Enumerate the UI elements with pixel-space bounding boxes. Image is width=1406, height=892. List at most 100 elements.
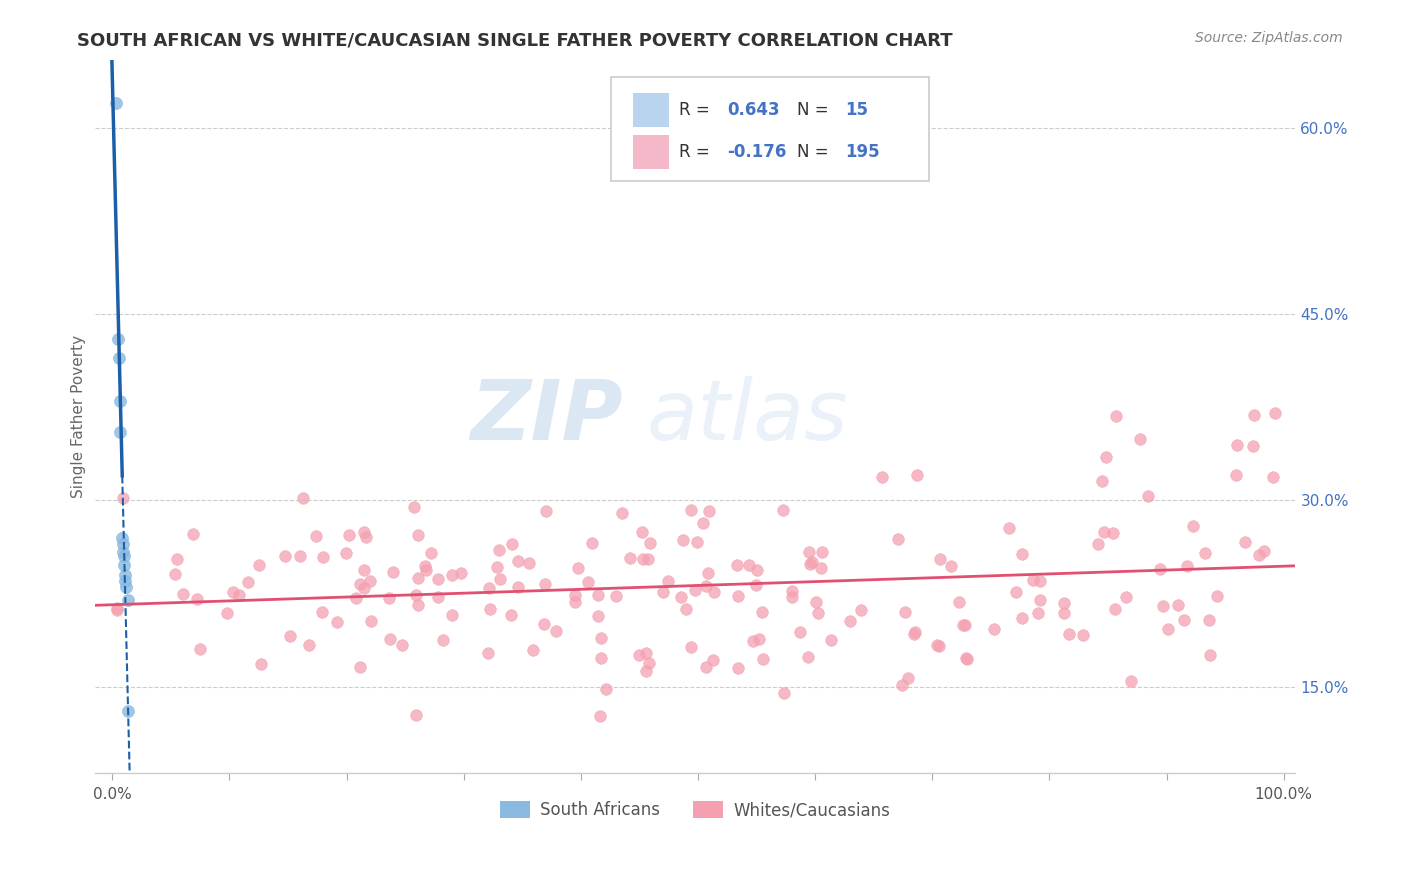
Point: [114, 574, 136, 588]
Point: [727, 589, 749, 603]
Point: [891, 677, 914, 691]
Point: [278, 629, 301, 643]
Point: [115, 580, 138, 594]
Point: [789, 625, 811, 640]
Point: [637, 657, 659, 671]
Point: [105, 601, 128, 615]
Bar: [633, 93, 669, 128]
Point: [1226, 438, 1249, 452]
Point: [619, 551, 641, 566]
Point: [702, 653, 724, 667]
Point: [752, 651, 775, 665]
Point: [172, 587, 194, 601]
Point: [533, 617, 555, 632]
Point: [1091, 474, 1114, 488]
Point: [772, 502, 794, 516]
Point: [576, 574, 599, 589]
Point: [236, 575, 259, 590]
Point: [567, 560, 589, 574]
Point: [108, 351, 131, 365]
Point: [925, 638, 948, 652]
Point: [595, 682, 617, 697]
Point: [725, 558, 748, 572]
Point: [1137, 489, 1160, 503]
Point: [111, 531, 134, 545]
Point: [894, 606, 917, 620]
Point: [952, 617, 974, 632]
Point: [501, 536, 523, 550]
Point: [631, 551, 654, 566]
Point: [349, 576, 371, 591]
Point: [111, 545, 134, 559]
Point: [405, 588, 427, 602]
Legend: South Africans, Whites/Caucasians: South Africans, Whites/Caucasians: [494, 794, 897, 826]
Point: [810, 561, 832, 575]
Text: R =: R =: [679, 102, 716, 120]
Point: [360, 614, 382, 628]
Point: [337, 528, 360, 542]
Text: ZIP: ZIP: [471, 376, 623, 457]
Point: [657, 574, 679, 588]
Point: [651, 585, 673, 599]
Point: [508, 580, 530, 594]
Point: [727, 661, 749, 675]
FancyBboxPatch shape: [612, 78, 929, 181]
Point: [325, 615, 347, 630]
Point: [377, 591, 399, 606]
Point: [1152, 599, 1174, 613]
Point: [544, 624, 567, 638]
Point: [112, 549, 135, 564]
Point: [745, 563, 768, 577]
Point: [298, 639, 321, 653]
Point: [799, 557, 821, 571]
Point: [610, 506, 633, 520]
Point: [247, 558, 270, 573]
Text: Source: ZipAtlas.com: Source: ZipAtlas.com: [1195, 31, 1343, 45]
Point: [354, 530, 377, 544]
Point: [163, 566, 186, 581]
Text: 195: 195: [845, 143, 880, 161]
Point: [305, 529, 328, 543]
Point: [839, 615, 862, 629]
Point: [485, 559, 508, 574]
Point: [426, 590, 449, 604]
Point: [1241, 438, 1264, 452]
Point: [105, 603, 128, 617]
Point: [408, 571, 430, 585]
Point: [564, 588, 586, 602]
Point: [1053, 607, 1076, 621]
Point: [228, 588, 250, 602]
Point: [1011, 547, 1033, 561]
Point: [605, 589, 627, 603]
Point: [956, 652, 979, 666]
Point: [675, 602, 697, 616]
Point: [111, 537, 134, 551]
Point: [589, 631, 612, 645]
Point: [501, 608, 523, 623]
Point: [630, 525, 652, 540]
Point: [679, 502, 702, 516]
Point: [887, 532, 910, 546]
Point: [419, 546, 441, 560]
Point: [1087, 537, 1109, 551]
Point: [114, 567, 136, 582]
Point: [1156, 622, 1178, 636]
Point: [222, 585, 245, 599]
Point: [1119, 673, 1142, 688]
Point: [634, 646, 657, 660]
Point: [344, 591, 367, 606]
Point: [1261, 469, 1284, 483]
Point: [432, 633, 454, 648]
Point: [1029, 574, 1052, 589]
Point: [186, 591, 208, 606]
Point: [166, 552, 188, 566]
Point: [1022, 574, 1045, 588]
Point: [1233, 535, 1256, 549]
Text: atlas: atlas: [647, 376, 849, 457]
Point: [588, 609, 610, 624]
Point: [517, 557, 540, 571]
Point: [820, 632, 842, 647]
Point: [311, 605, 333, 619]
Point: [669, 590, 692, 604]
Point: [335, 546, 357, 560]
